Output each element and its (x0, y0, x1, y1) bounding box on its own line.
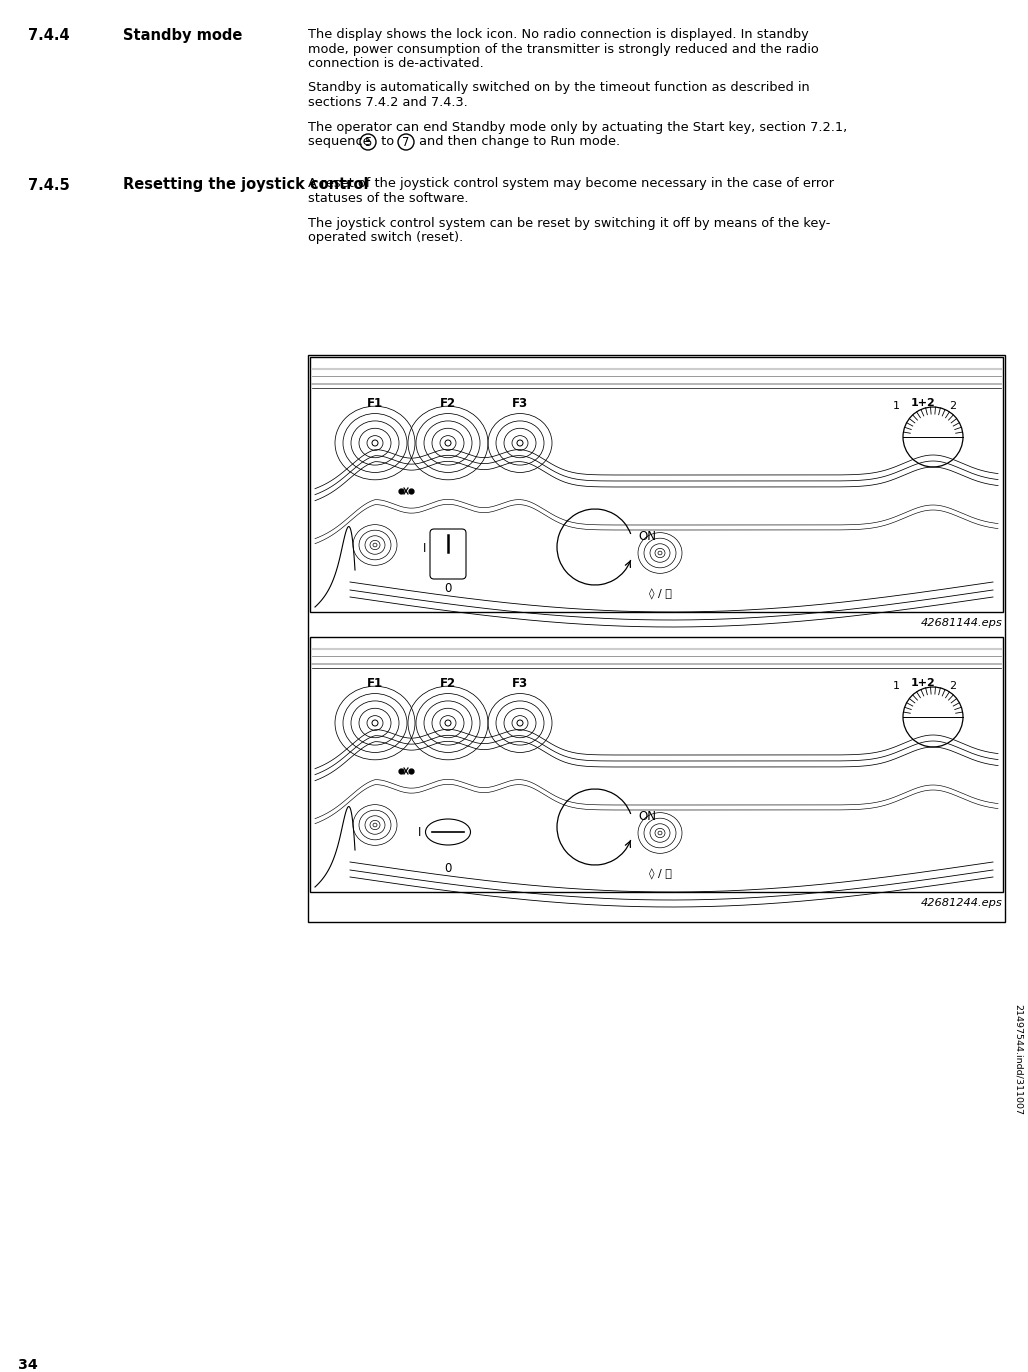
Text: 7.4.5: 7.4.5 (28, 177, 70, 192)
Text: The joystick control system can be reset by switching it off by means of the key: The joystick control system can be reset… (308, 217, 831, 229)
Bar (310, 357, 1003, 612)
Text: to: to (377, 134, 398, 148)
Text: The display shows the lock icon. No radio connection is displayed. In standby: The display shows the lock icon. No radi… (308, 27, 809, 41)
Text: F2: F2 (440, 397, 456, 410)
Text: ON: ON (638, 809, 656, 823)
Ellipse shape (426, 819, 471, 845)
Text: F3: F3 (512, 397, 528, 410)
Text: F3: F3 (512, 676, 528, 690)
Text: A reset of the joystick control system may become necessary in the case of error: A reset of the joystick control system m… (308, 177, 834, 191)
Text: F2: F2 (440, 676, 456, 690)
Bar (310, 637, 1003, 892)
Text: 1+2: 1+2 (911, 678, 935, 687)
Text: sequence: sequence (308, 134, 375, 148)
Text: Standby mode: Standby mode (123, 27, 243, 43)
Text: 0: 0 (444, 582, 451, 595)
Text: I: I (423, 542, 426, 554)
Text: 2: 2 (950, 681, 957, 691)
Text: 42681244.eps: 42681244.eps (921, 899, 1003, 908)
Text: 42681144.eps: 42681144.eps (921, 617, 1003, 628)
Text: 1+2: 1+2 (911, 398, 935, 407)
Text: 34: 34 (19, 1358, 38, 1372)
Text: 1: 1 (892, 681, 900, 691)
Text: ◊ / ⏮: ◊ / ⏮ (649, 589, 671, 601)
Text: 2: 2 (950, 401, 957, 412)
Text: 7: 7 (402, 136, 410, 148)
FancyBboxPatch shape (430, 530, 466, 579)
Text: and then change to Run mode.: and then change to Run mode. (415, 134, 620, 148)
Text: 5: 5 (364, 136, 372, 148)
Text: operated switch (reset).: operated switch (reset). (308, 230, 464, 244)
Text: 7.4.4: 7.4.4 (28, 27, 70, 43)
Text: F1: F1 (367, 676, 383, 690)
Text: F1: F1 (367, 397, 383, 410)
Text: Standby is automatically switched on by the timeout function as described in: Standby is automatically switched on by … (308, 81, 810, 95)
Text: 1: 1 (892, 401, 900, 412)
Bar (308, 355, 1005, 922)
Text: 0: 0 (444, 862, 451, 875)
Text: I: I (417, 826, 421, 838)
Text: 21497544.indd/311007: 21497544.indd/311007 (1014, 1004, 1023, 1115)
Text: statuses of the software.: statuses of the software. (308, 192, 469, 204)
Text: The operator can end Standby mode only by actuating the Start key, section 7.2.1: The operator can end Standby mode only b… (308, 121, 847, 133)
Text: connection is de-activated.: connection is de-activated. (308, 58, 484, 70)
Text: ON: ON (638, 530, 656, 543)
Text: Resetting the joystick control: Resetting the joystick control (123, 177, 368, 192)
Text: sections 7.4.2 and 7.4.3.: sections 7.4.2 and 7.4.3. (308, 96, 468, 108)
Text: ◊ / ⏮: ◊ / ⏮ (649, 868, 671, 881)
Text: mode, power consumption of the transmitter is strongly reduced and the radio: mode, power consumption of the transmitt… (308, 43, 818, 55)
